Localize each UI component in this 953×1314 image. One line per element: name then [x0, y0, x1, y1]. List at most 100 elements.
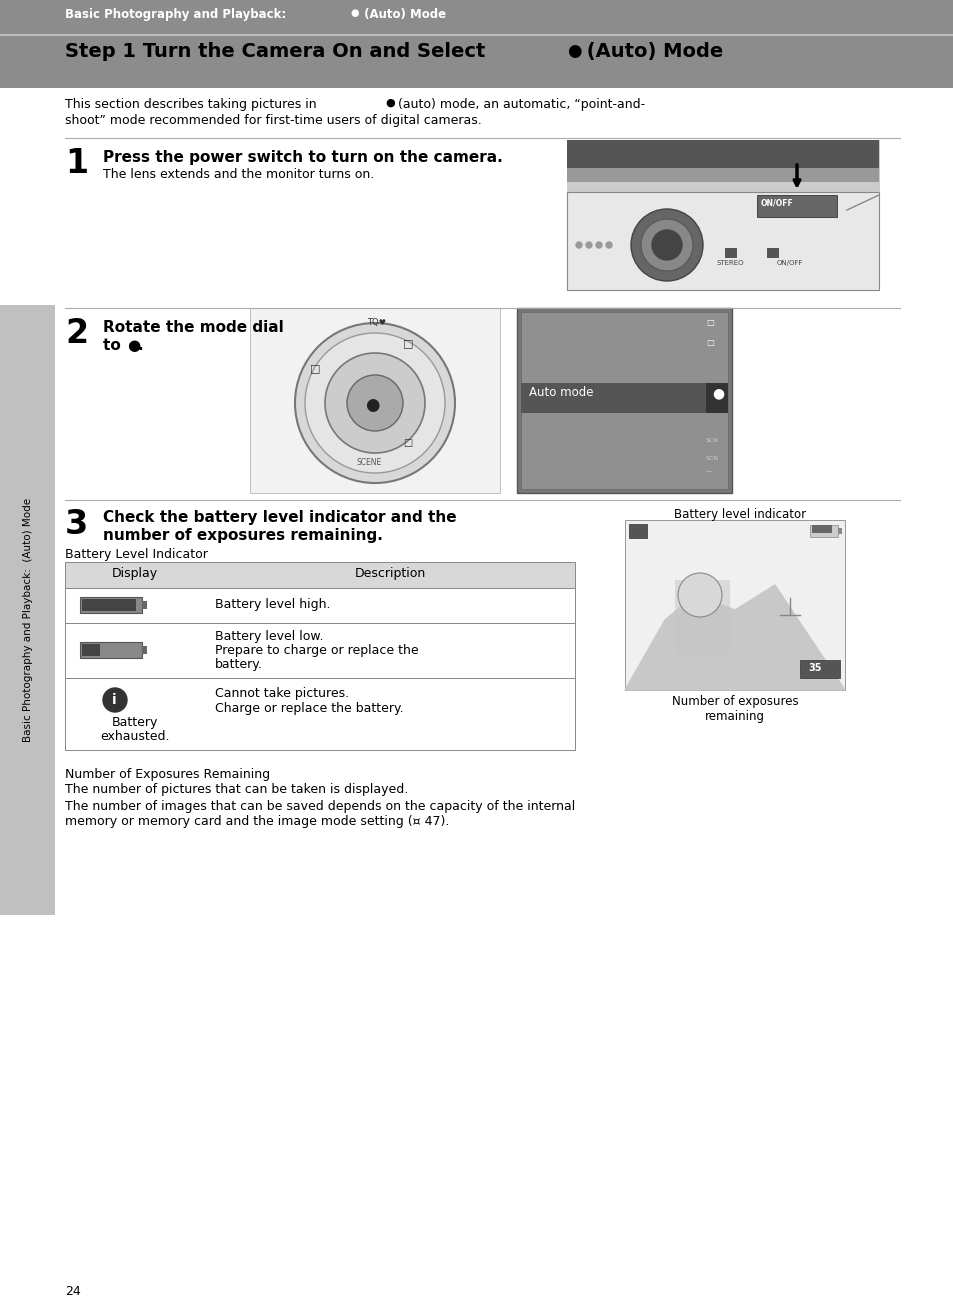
Circle shape — [103, 689, 127, 712]
Text: battery.: battery. — [214, 658, 263, 671]
Text: Press the power switch to turn on the camera.: Press the power switch to turn on the ca… — [103, 150, 502, 166]
Polygon shape — [624, 585, 844, 690]
Bar — [757, 194, 836, 217]
Text: SCN: SCN — [705, 438, 719, 443]
Text: (auto) mode, an automatic, “point-and-: (auto) mode, an automatic, “point-and- — [394, 99, 644, 110]
Text: Battery: Battery — [112, 716, 158, 729]
Text: Basic Photography and Playback:: Basic Photography and Playback: — [65, 8, 290, 21]
Bar — [724, 248, 737, 258]
Bar — [0, 0, 953, 34]
Bar — [520, 311, 727, 489]
Text: Battery Level Indicator: Battery Level Indicator — [65, 548, 208, 561]
Text: □: □ — [705, 338, 713, 347]
Bar — [250, 307, 499, 493]
Bar — [142, 600, 147, 608]
Circle shape — [576, 242, 581, 248]
Bar — [65, 678, 575, 750]
Text: Charge or replace the battery.: Charge or replace the battery. — [214, 702, 403, 715]
Circle shape — [651, 230, 681, 260]
Bar — [566, 183, 878, 192]
Text: ●: ● — [566, 42, 581, 60]
Bar — [80, 597, 142, 614]
Bar — [566, 141, 878, 168]
Circle shape — [678, 573, 721, 618]
Text: Display: Display — [112, 568, 158, 579]
Text: The number of pictures that can be taken is displayed.: The number of pictures that can be taken… — [65, 783, 408, 796]
Text: 3: 3 — [65, 509, 89, 541]
Bar — [837, 528, 841, 533]
Circle shape — [640, 219, 692, 271]
Text: Auto mode: Auto mode — [529, 386, 593, 399]
Text: ●: ● — [385, 99, 395, 108]
Bar — [800, 660, 840, 678]
Text: (Auto) Mode: (Auto) Mode — [359, 8, 446, 21]
Text: ON/OFF: ON/OFF — [776, 260, 802, 265]
Circle shape — [347, 374, 402, 431]
Circle shape — [596, 242, 601, 248]
Bar — [520, 382, 707, 413]
Text: Prepare to charge or replace the: Prepare to charge or replace the — [214, 644, 418, 657]
Bar — [0, 305, 55, 915]
Text: i: i — [112, 692, 116, 707]
Text: Rotate the mode dial: Rotate the mode dial — [103, 321, 283, 335]
Bar — [82, 644, 100, 656]
Text: Description: Description — [354, 568, 425, 579]
Text: number of exposures remaining.: number of exposures remaining. — [103, 528, 382, 543]
Circle shape — [294, 323, 455, 484]
Text: .: . — [138, 338, 144, 353]
Bar — [0, 34, 953, 35]
Text: This section describes taking pictures in: This section describes taking pictures i… — [65, 99, 320, 110]
Text: 1: 1 — [65, 147, 88, 180]
Bar — [0, 35, 953, 88]
Text: Number of exposures: Number of exposures — [671, 695, 798, 708]
Bar — [675, 579, 729, 654]
Text: 24: 24 — [65, 1285, 81, 1298]
Text: SCN: SCN — [705, 456, 719, 461]
Bar — [811, 526, 831, 533]
Bar — [65, 587, 575, 623]
Text: Step 1 Turn the Camera On and Select: Step 1 Turn the Camera On and Select — [65, 42, 492, 60]
Bar — [142, 646, 147, 654]
Text: SCENE: SCENE — [356, 459, 382, 466]
Bar — [766, 248, 779, 258]
Bar — [566, 141, 878, 290]
Circle shape — [305, 332, 444, 473]
Bar — [65, 623, 575, 678]
Bar — [566, 168, 878, 183]
Text: The lens extends and the monitor turns on.: The lens extends and the monitor turns o… — [103, 168, 374, 181]
Bar — [809, 526, 837, 537]
Text: □: □ — [402, 338, 413, 348]
Bar — [65, 562, 575, 587]
Bar — [705, 382, 727, 413]
Bar — [517, 307, 731, 493]
Text: □: □ — [310, 363, 320, 373]
Bar — [80, 643, 142, 658]
Text: exhausted.: exhausted. — [100, 731, 170, 742]
Text: Basic Photography and Playback:  (Auto) Mode: Basic Photography and Playback: (Auto) M… — [23, 498, 33, 742]
Bar — [82, 599, 136, 611]
Bar — [566, 192, 878, 290]
Circle shape — [585, 242, 592, 248]
Text: (Auto) Mode: (Auto) Mode — [579, 42, 722, 60]
Text: —: — — [705, 468, 712, 474]
Text: 35: 35 — [807, 664, 821, 673]
Text: memory or memory card and the image mode setting (¤ 47).: memory or memory card and the image mode… — [65, 815, 449, 828]
Text: Battery level low.: Battery level low. — [214, 629, 323, 643]
Text: shoot” mode recommended for first-time users of digital cameras.: shoot” mode recommended for first-time u… — [65, 114, 481, 127]
Circle shape — [605, 242, 612, 248]
Text: ●: ● — [350, 8, 358, 18]
Text: STEREO: STEREO — [717, 260, 743, 265]
Bar — [628, 524, 646, 537]
Text: 2: 2 — [65, 317, 88, 350]
Text: TQ♥: TQ♥ — [367, 318, 386, 327]
Text: □: □ — [705, 318, 713, 327]
Circle shape — [325, 353, 424, 453]
Text: Cannot take pictures.: Cannot take pictures. — [214, 687, 349, 700]
Text: Check the battery level indicator and the: Check the battery level indicator and th… — [103, 510, 456, 526]
Text: ●: ● — [365, 396, 379, 414]
Text: Number of Exposures Remaining: Number of Exposures Remaining — [65, 767, 270, 781]
Text: remaining: remaining — [704, 710, 764, 723]
Text: ON/OFF: ON/OFF — [760, 198, 793, 208]
Text: Battery level indicator: Battery level indicator — [673, 509, 805, 520]
Bar — [624, 520, 844, 690]
